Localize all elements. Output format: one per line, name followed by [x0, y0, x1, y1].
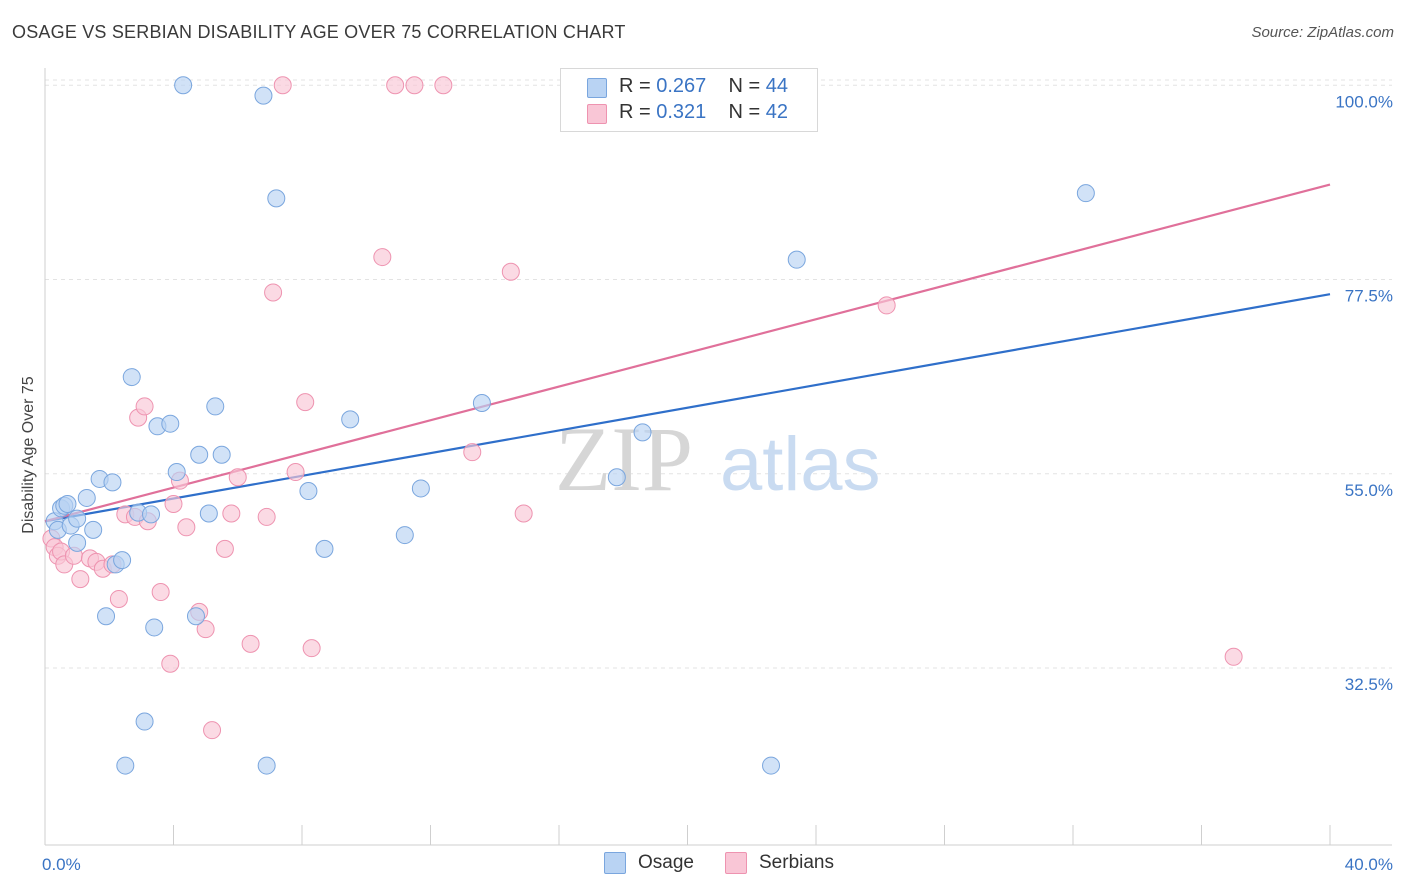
serbians-trendline [44, 183, 1331, 523]
serbian-point [286, 463, 305, 482]
serbian-point [1224, 647, 1243, 666]
osage-point [190, 445, 209, 464]
serbian-point [463, 443, 482, 462]
serbians-swatch [587, 104, 607, 124]
serbian-point [222, 504, 241, 523]
serbian-point [109, 589, 128, 608]
y-tick-label: 55.0% [1345, 481, 1393, 500]
osage-point [1076, 184, 1095, 203]
serbian-point [177, 518, 196, 537]
osage-point [122, 368, 141, 387]
osage-swatch [587, 78, 607, 98]
series-legend: Osage Serbians [0, 850, 1406, 878]
watermark: ZIP atlas [555, 408, 881, 510]
osage-point [762, 756, 781, 775]
serbian-point [228, 468, 247, 487]
osage-point [411, 479, 430, 498]
osage-point [299, 482, 318, 501]
osage-point [113, 551, 132, 570]
tick-labels: 32.5% 55.0% 77.5% 100.0% 0.0% 40.0% [42, 92, 1393, 874]
osage-point [174, 76, 193, 95]
osage-point [254, 86, 273, 105]
serbian-point [203, 721, 222, 740]
x-tick-label-start: 0.0% [42, 855, 81, 874]
serbian-point [196, 620, 215, 639]
watermark-zip: ZIP [555, 408, 693, 510]
osage-point [395, 526, 414, 545]
serbian-point [161, 654, 180, 673]
chart-title: OSAGE VS SERBIAN DISABILITY AGE OVER 75 … [12, 22, 626, 42]
y-axis-label: Disability Age Over 75 [20, 376, 37, 534]
osage-legend-swatch [604, 852, 626, 874]
y-tick-label: 77.5% [1345, 287, 1393, 306]
osage-point [787, 250, 806, 269]
serbian-point [514, 504, 533, 523]
serbian-point [164, 494, 183, 513]
serbian-point [405, 76, 424, 95]
osage-trendline [44, 293, 1331, 523]
osage-point [206, 397, 225, 416]
serbian-point [241, 634, 260, 653]
source-label: Source: ZipAtlas.com [1251, 24, 1394, 41]
y-tick-label: 100.0% [1335, 92, 1393, 111]
osage-point [186, 607, 205, 626]
osage-point [167, 463, 186, 482]
osage-point [58, 494, 77, 513]
osage-point [145, 618, 164, 637]
osage-point [77, 488, 96, 507]
serbian-point [302, 639, 321, 658]
osage-point [68, 509, 87, 528]
serbian-point [434, 76, 453, 95]
y-tick-label: 32.5% [1345, 675, 1393, 694]
x-tick-label-end: 40.0% [1345, 855, 1393, 874]
data-points [42, 76, 1243, 775]
osage-point [607, 468, 626, 487]
watermark-atlas: atlas [720, 422, 881, 507]
osage-point [212, 445, 231, 464]
osage-point [267, 189, 286, 208]
serbian-point [135, 397, 154, 416]
trendlines [44, 183, 1331, 523]
osage-point [103, 473, 122, 492]
serbian-point [501, 262, 520, 281]
serbian-point [373, 248, 392, 267]
osage-point [472, 393, 491, 412]
legend-item-osage: Osage [604, 852, 694, 874]
osage-point [161, 414, 180, 433]
osage-point [142, 505, 161, 524]
serbians-legend-swatch [725, 852, 747, 874]
osage-point [341, 410, 360, 429]
osage-point [84, 520, 103, 539]
osage-point [97, 607, 116, 626]
osage-point [315, 539, 334, 558]
osage-point [68, 533, 87, 552]
serbian-point [264, 283, 283, 302]
legend-item-serbians: Serbians [725, 852, 834, 874]
osage-point [257, 756, 276, 775]
grid-lines [45, 79, 1392, 669]
serbian-point [877, 296, 896, 315]
axes [44, 68, 1392, 846]
serbian-point [386, 76, 405, 95]
stats-legend: R = 0.267 N = 44 R = 0.321 N = 42 [560, 68, 818, 132]
serbian-point [296, 393, 315, 412]
osage-point [633, 423, 652, 442]
osage-point [116, 756, 135, 775]
serbian-point [215, 539, 234, 558]
serbian-point [257, 507, 276, 526]
serbian-point [71, 570, 90, 589]
serbian-point [273, 76, 292, 95]
serbian-point [151, 583, 170, 602]
osage-point [135, 712, 154, 731]
osage-point [199, 504, 218, 523]
